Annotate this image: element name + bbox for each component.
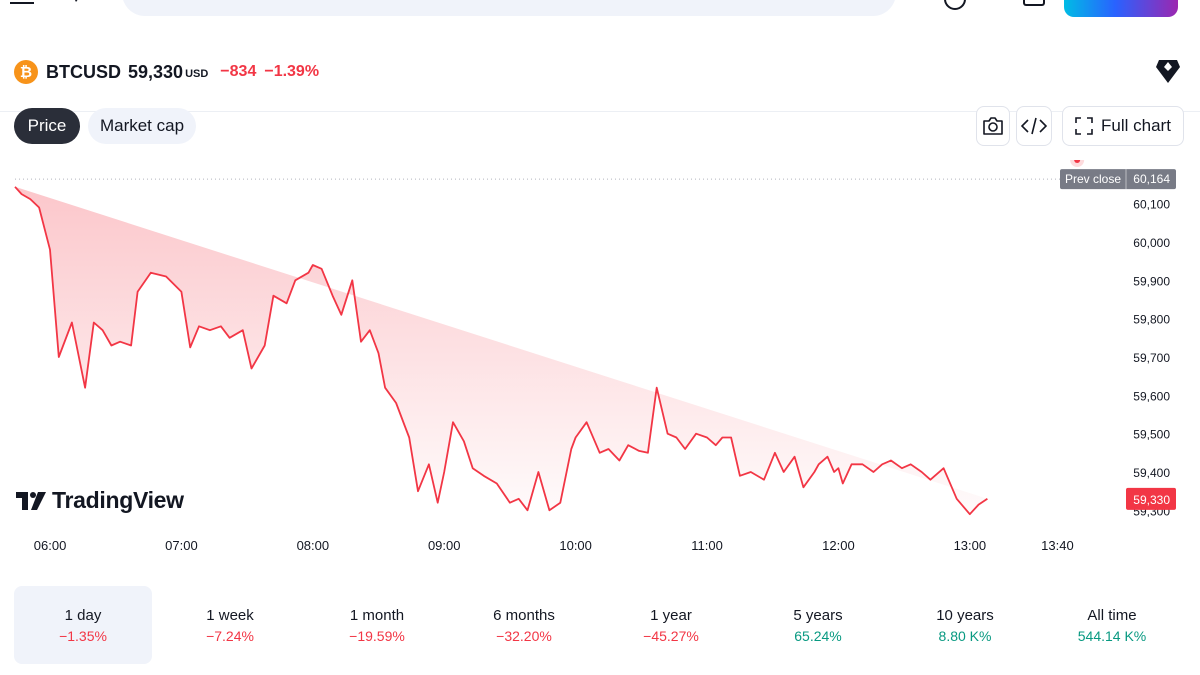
snapshot-button[interactable] bbox=[976, 106, 1010, 146]
period-all-time[interactable]: All time 544.14 K% bbox=[1043, 586, 1181, 664]
prev-close-label: Prev close bbox=[1065, 172, 1121, 186]
period-label: 1 day bbox=[64, 606, 102, 624]
period-10-years[interactable]: 10 years 8.80 K% bbox=[896, 586, 1034, 664]
x-tick-label: 13:40 bbox=[1041, 538, 1074, 553]
price-chart[interactable]: 60,100 60,000 59,900 59,800 59,700 59,600 59,5… bbox=[0, 160, 1200, 560]
period-label: 6 months bbox=[493, 606, 555, 624]
period-1-day[interactable]: 1 day −1.35% bbox=[14, 586, 152, 664]
tradingview-watermark: TradingView bbox=[16, 487, 184, 514]
period-change: −7.24% bbox=[206, 627, 254, 644]
period-label: 1 year bbox=[650, 606, 692, 624]
period-label: 1 month bbox=[349, 606, 405, 624]
period-change: −19.59% bbox=[349, 627, 405, 644]
period-change: 8.80 K% bbox=[938, 627, 992, 644]
search-input[interactable] bbox=[122, 0, 896, 16]
x-tick-label: 13:00 bbox=[954, 538, 987, 553]
period-1-month[interactable]: 1 month −19.59% bbox=[308, 586, 446, 664]
tradingview-logo-icon[interactable] bbox=[58, 0, 82, 4]
period-change: 544.14 K% bbox=[1077, 627, 1147, 644]
y-tick-label: 60,000 bbox=[1133, 236, 1170, 250]
last-price-dot bbox=[1074, 160, 1081, 163]
period-label: All time bbox=[1087, 606, 1137, 624]
fullscreen-icon bbox=[1075, 117, 1093, 135]
period-change: −1.35% bbox=[59, 627, 107, 644]
y-tick-label: 60,100 bbox=[1133, 198, 1170, 212]
period-selector: 1 day −1.35% 1 week −7.24% 1 month −19.5… bbox=[14, 586, 1186, 664]
period-change: −45.27% bbox=[643, 627, 699, 644]
menu-icon[interactable] bbox=[10, 0, 34, 4]
y-tick-label: 59,400 bbox=[1133, 466, 1170, 480]
period-label: 1 week bbox=[206, 606, 254, 624]
camera-icon bbox=[983, 117, 1003, 135]
y-tick-label: 59,900 bbox=[1133, 274, 1170, 288]
x-tick-label: 10:00 bbox=[559, 538, 592, 553]
watermark-text: TradingView bbox=[52, 487, 184, 513]
period-5-years[interactable]: 5 years 65.24% bbox=[749, 586, 887, 664]
symbol-header: ₿ BTCUSD 59,330 USD −834 −1.39% bbox=[14, 58, 319, 86]
last-price-halo bbox=[1070, 160, 1085, 167]
prev-close-value: 60,164 bbox=[1133, 172, 1170, 186]
x-tick-label: 06:00 bbox=[34, 538, 67, 553]
header-divider bbox=[0, 111, 1200, 112]
price-area bbox=[15, 186, 988, 515]
diamond-badge-icon[interactable] bbox=[1156, 58, 1180, 84]
tradingview-logo-icon bbox=[16, 491, 46, 510]
period-6-months[interactable]: 6 months −32.20% bbox=[455, 586, 593, 664]
x-tick-label: 11:00 bbox=[691, 538, 723, 553]
tab-market-cap[interactable]: Market cap bbox=[88, 108, 196, 144]
y-tick-label: 59,500 bbox=[1133, 428, 1170, 442]
prev-close-badge bbox=[1060, 169, 1176, 190]
symbol-ticker[interactable]: BTCUSD bbox=[46, 61, 121, 82]
last-price-label: 59,330 bbox=[1133, 493, 1170, 507]
top-bar bbox=[0, 0, 1200, 22]
code-icon bbox=[1021, 117, 1047, 135]
period-change: 65.24% bbox=[794, 627, 842, 644]
price-line bbox=[14, 186, 988, 516]
y-tick-label: 59,700 bbox=[1133, 351, 1170, 365]
x-tick-label: 12:00 bbox=[822, 538, 855, 553]
x-tick-label: 09:00 bbox=[428, 538, 461, 553]
y-tick-label: 59,600 bbox=[1133, 389, 1170, 403]
price-change: −834 bbox=[220, 63, 257, 80]
x-tick-label: 07:00 bbox=[165, 538, 198, 553]
price-change-percent: −1.39% bbox=[264, 63, 320, 80]
bitcoin-icon: ₿ bbox=[14, 60, 38, 84]
get-started-button[interactable] bbox=[1064, 0, 1178, 17]
y-tick-label: 59,800 bbox=[1133, 313, 1170, 327]
last-price-badge bbox=[1126, 487, 1176, 510]
full-chart-label: Full chart bbox=[1101, 116, 1171, 135]
embed-button[interactable] bbox=[1016, 106, 1052, 146]
x-tick-label: 08:00 bbox=[297, 538, 330, 553]
currency-label: USD bbox=[185, 68, 209, 80]
tab-price[interactable]: Price bbox=[14, 108, 80, 144]
period-label: 5 years bbox=[793, 606, 843, 624]
period-1-week[interactable]: 1 week −7.24% bbox=[161, 586, 299, 664]
period-change: −32.20% bbox=[496, 627, 552, 644]
period-label: 10 years bbox=[936, 606, 994, 624]
period-1-year[interactable]: 1 year −45.27% bbox=[602, 586, 740, 664]
globe-icon[interactable] bbox=[944, 0, 966, 10]
user-icon[interactable] bbox=[1023, 0, 1045, 6]
full-chart-button[interactable]: Full chart bbox=[1062, 106, 1184, 146]
last-price: 59,330 bbox=[128, 61, 184, 82]
